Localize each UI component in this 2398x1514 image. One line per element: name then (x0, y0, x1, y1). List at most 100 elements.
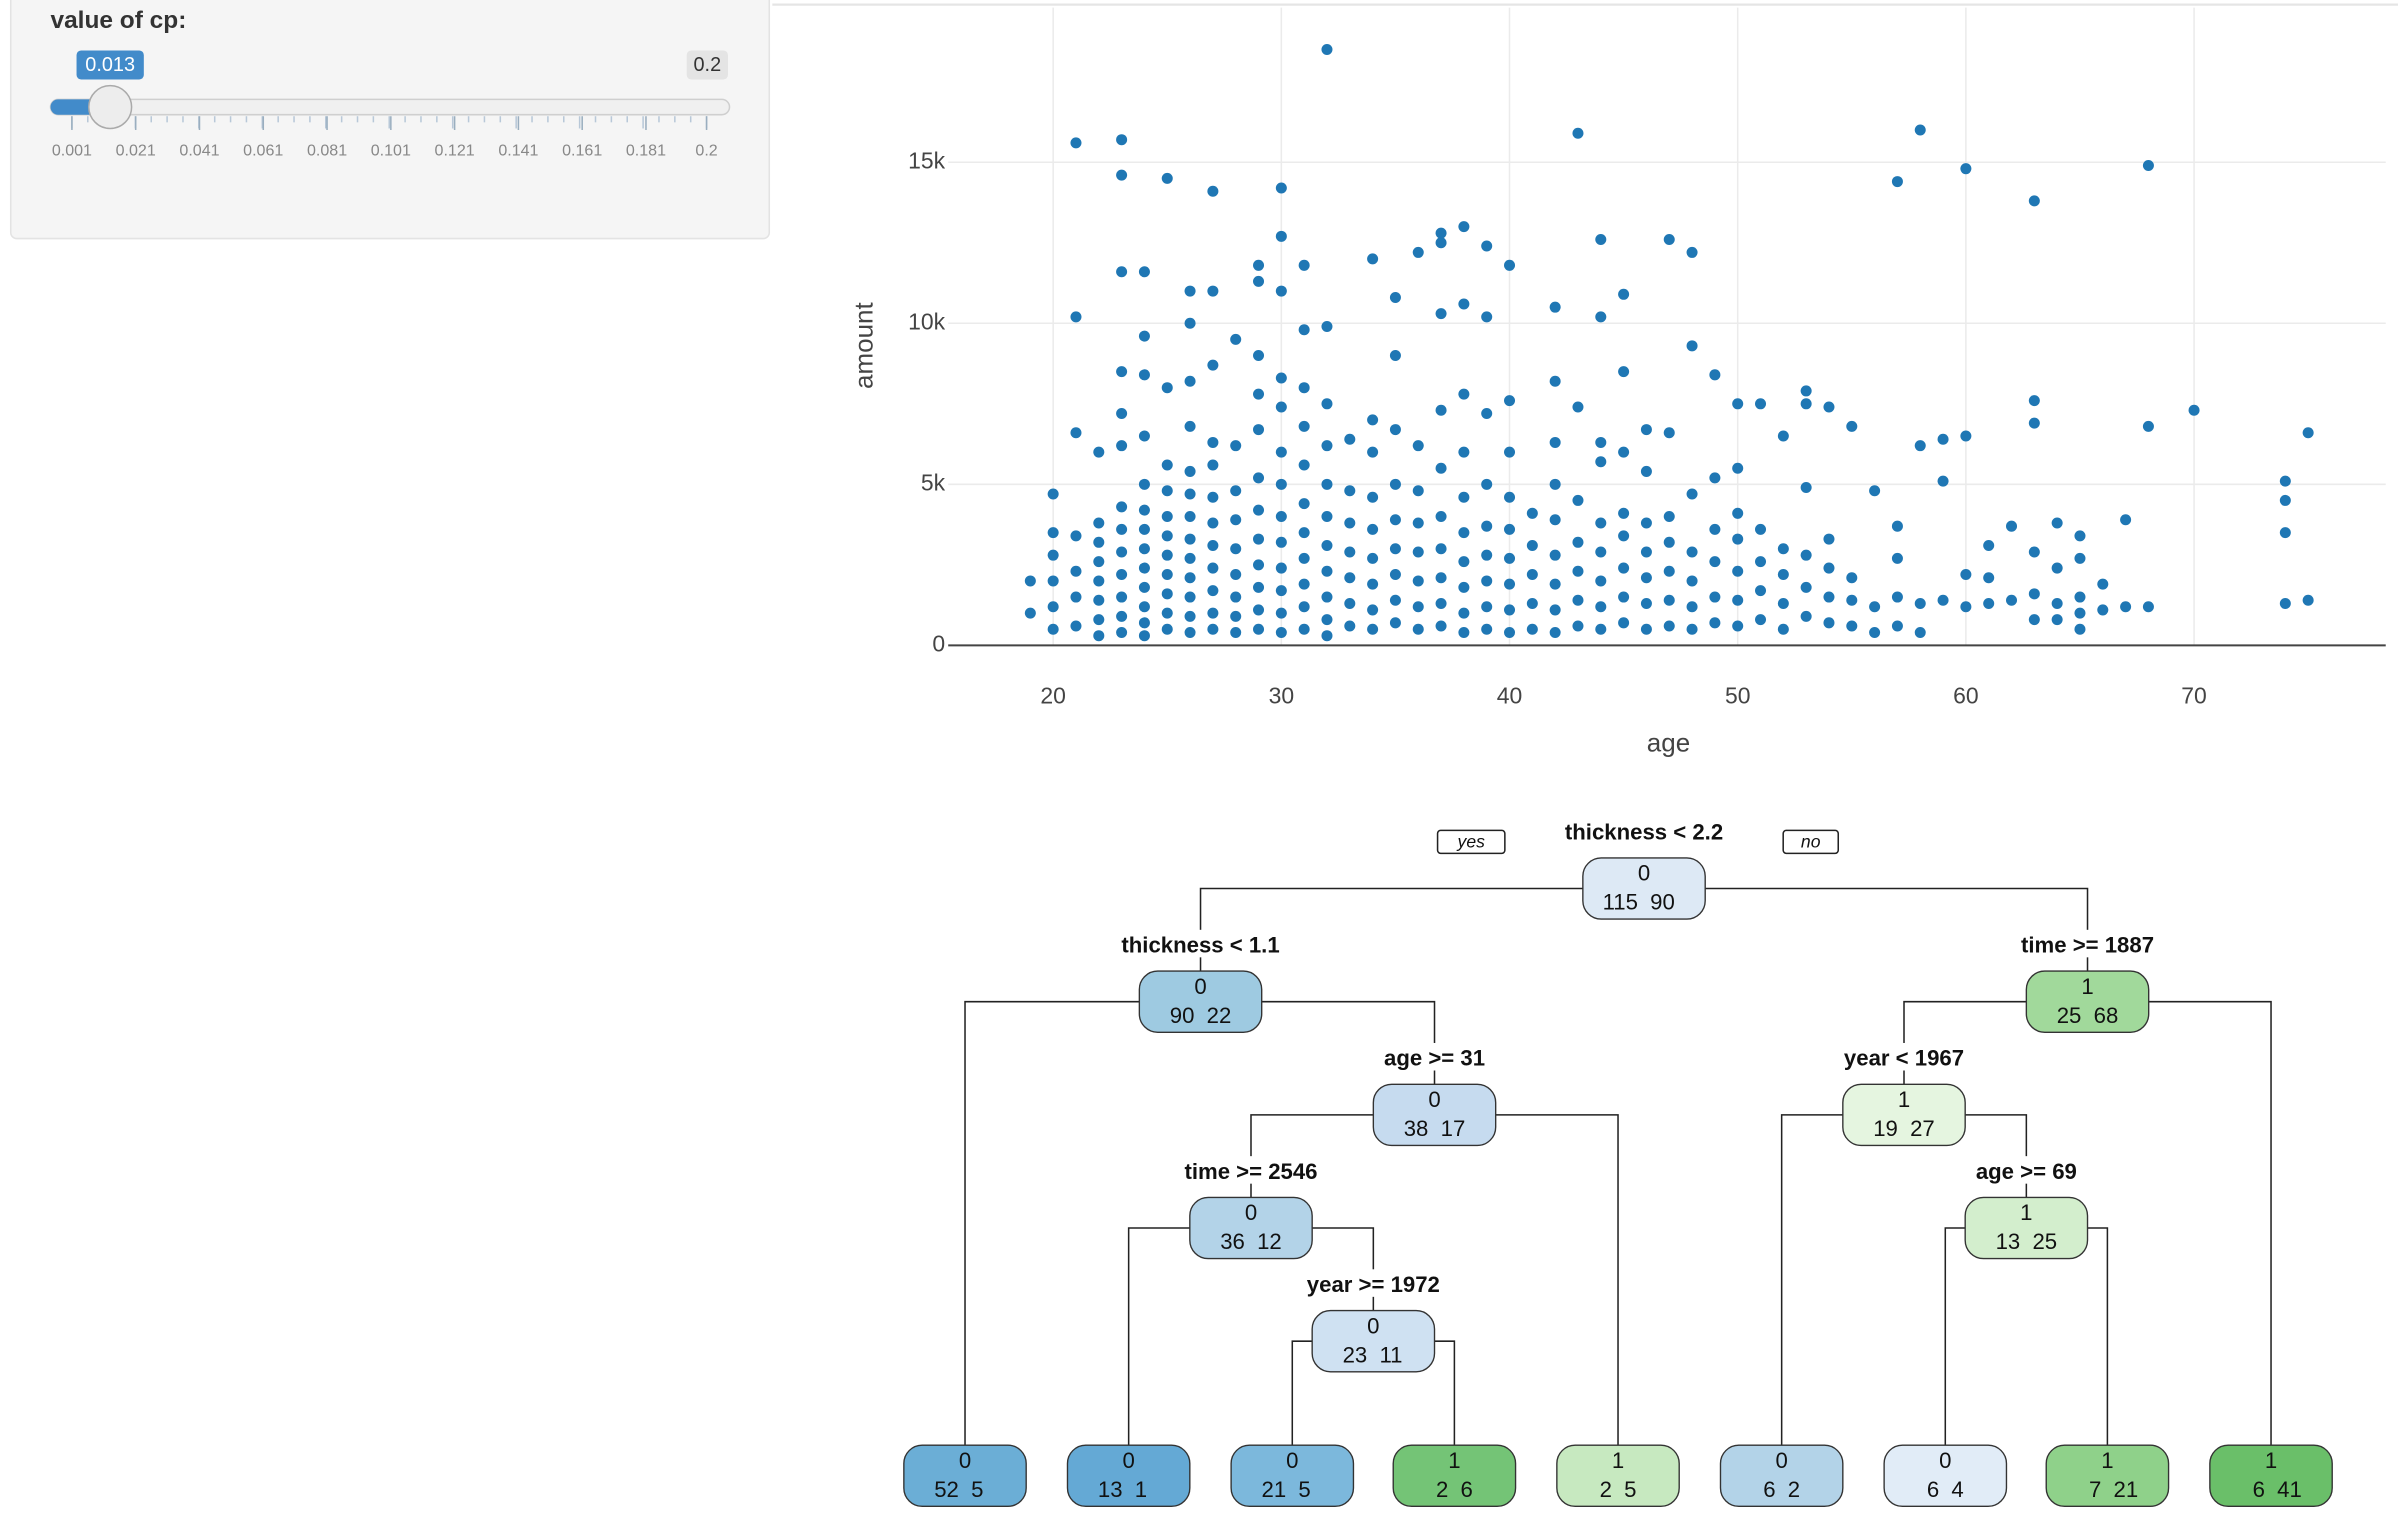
point (1618, 617, 1630, 629)
point (1458, 556, 1470, 568)
point (1344, 517, 1356, 529)
point (1640, 546, 1652, 558)
point (1070, 565, 1082, 577)
point (1093, 556, 1105, 568)
point (1093, 594, 1105, 606)
point (2302, 594, 2314, 606)
point (1709, 556, 1721, 568)
point (1389, 424, 1401, 436)
node-count: 6 (1927, 1477, 1939, 1502)
point (2097, 604, 2109, 616)
point (1138, 369, 1150, 381)
point (1891, 552, 1903, 564)
point (1572, 594, 1584, 606)
point (1686, 546, 1698, 558)
split-label: time >= 2546 (1184, 1159, 1317, 1184)
point (1321, 398, 1333, 410)
point (1481, 407, 1493, 419)
point (1253, 504, 1265, 516)
point (1344, 433, 1356, 445)
x-tick-label: 40 (1497, 682, 1523, 708)
point (1549, 604, 1561, 616)
point (1070, 591, 1082, 603)
tree-node (2209, 1444, 2333, 1508)
point (1275, 372, 1287, 384)
node-class: 0 (1775, 1448, 1787, 1473)
point (1138, 581, 1150, 593)
point (1800, 482, 1812, 494)
point (1504, 523, 1516, 535)
point (1093, 536, 1105, 548)
point (1275, 607, 1287, 619)
point (1869, 601, 1881, 613)
point (1138, 478, 1150, 490)
node-count: 115 (1603, 890, 1638, 915)
point (1504, 259, 1516, 271)
split-label-bg (1162, 1156, 1340, 1184)
point (2074, 607, 2086, 619)
point (1184, 375, 1196, 387)
point (1481, 601, 1493, 613)
point (1367, 623, 1379, 635)
point (1595, 601, 1607, 613)
slider-handle[interactable] (88, 84, 133, 130)
point (1321, 630, 1333, 642)
point (1663, 565, 1675, 577)
point (1207, 359, 1219, 371)
no-box (1782, 829, 1840, 855)
point (1389, 568, 1401, 581)
point (1367, 552, 1379, 564)
point (1572, 127, 1584, 139)
point (1344, 597, 1356, 609)
tree-node (2025, 970, 2150, 1033)
point (1663, 234, 1675, 246)
point (1161, 172, 1173, 184)
point (1504, 491, 1516, 503)
tree-node (1556, 1444, 1680, 1508)
tree-node (1230, 1444, 1355, 1508)
point (1572, 620, 1584, 632)
point (1093, 630, 1105, 642)
point (2028, 614, 2040, 626)
point (1800, 385, 1812, 397)
point (1275, 285, 1287, 297)
slider-value-badge (76, 50, 144, 80)
point (1435, 511, 1447, 523)
point (1755, 556, 1767, 568)
node-count: 5 (1624, 1477, 1636, 1502)
point (2074, 591, 2086, 603)
point (1138, 523, 1150, 535)
point (1275, 511, 1287, 523)
node-count: 2 (1788, 1477, 1800, 1502)
point (1549, 626, 1561, 638)
tree-node (2045, 1444, 2170, 1508)
point (1777, 430, 1789, 442)
point (1618, 507, 1630, 519)
point (1389, 617, 1401, 629)
point (1823, 617, 1835, 629)
node-count: 13 (1996, 1229, 2021, 1254)
point (1298, 527, 1310, 539)
point (1275, 182, 1287, 194)
x-tick-label: 20 (1040, 682, 1066, 708)
node-count: 52 (934, 1477, 959, 1502)
point (1755, 614, 1767, 626)
node-count: 6 (1763, 1477, 1775, 1502)
point (1458, 221, 1470, 233)
point (2074, 623, 2086, 635)
point (1983, 572, 1995, 584)
point (1412, 575, 1424, 587)
point (1161, 511, 1173, 523)
point (1161, 607, 1173, 619)
slider-track[interactable] (49, 98, 731, 116)
point (1207, 185, 1219, 197)
tree-node (1582, 857, 1706, 920)
point (1253, 581, 1265, 593)
slider-tick-label: 0.101 (371, 142, 411, 160)
node-class: 0 (1939, 1448, 1951, 1473)
tree-node (1372, 1083, 1497, 1147)
point (1024, 575, 1036, 587)
tree-node (1719, 1444, 1844, 1508)
